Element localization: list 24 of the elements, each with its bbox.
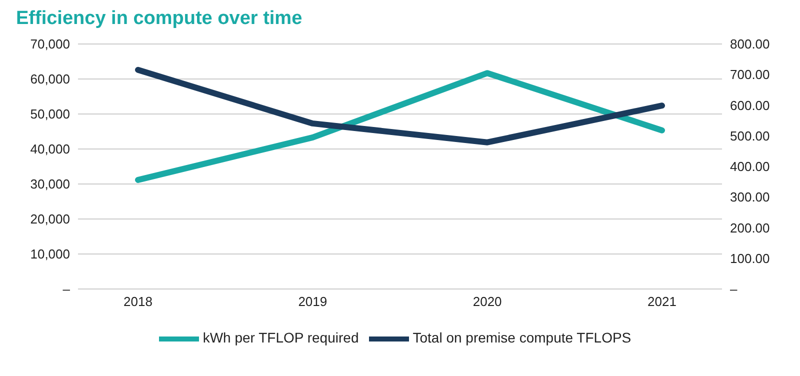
y2-tick-label: 800.00 (730, 36, 770, 52)
y-tick-label: 70,000 (30, 36, 70, 52)
y2-tick-label: 700.00 (730, 67, 770, 82)
y-tick-label: 60,000 (30, 72, 70, 87)
y2-tick-label: 400.00 (730, 159, 770, 174)
y2-tick-label: 100.00 (730, 250, 770, 266)
y2-tick-label: 600.00 (730, 98, 770, 113)
y2-tick-label: 300.00 (730, 190, 770, 205)
y2-tick-label: 200.00 (730, 220, 770, 236)
x-tick-label: 2021 (648, 294, 676, 310)
y-tick-label: 20,000 (30, 212, 70, 227)
x-tick-label: 2019 (298, 294, 328, 310)
y-tick-label: 40,000 (30, 142, 70, 157)
y2-tick-label: – (730, 282, 738, 297)
chart-title: Efficiency in compute over time (16, 8, 304, 30)
y-tick-label: 50,000 (30, 106, 70, 122)
x-tick-label: 2020 (472, 294, 502, 310)
y2-tick-label: 500.00 (730, 128, 770, 144)
legend-label: kWh per TFLOP required (202, 330, 359, 346)
y-tick-label: 10,000 (30, 246, 70, 262)
y-tick-label: – (62, 282, 71, 297)
x-tick-label: 2018 (124, 294, 152, 310)
y-tick-label: 30,000 (30, 176, 70, 192)
legend-label: Total on premise compute TFLOPS (412, 330, 632, 346)
